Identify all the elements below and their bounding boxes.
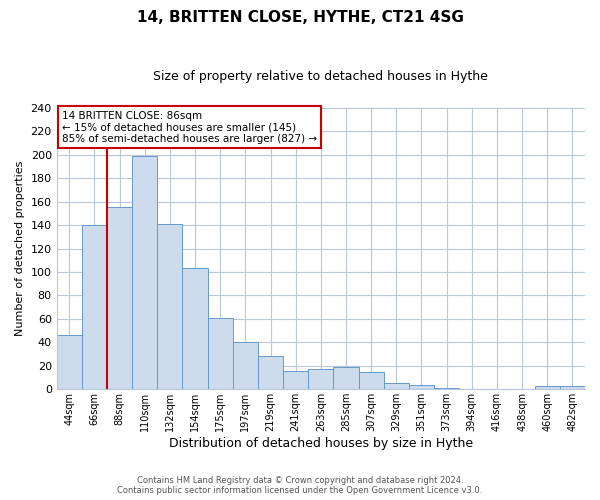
Title: Size of property relative to detached houses in Hythe: Size of property relative to detached ho…: [154, 70, 488, 83]
Bar: [258, 356, 283, 390]
Bar: [384, 384, 409, 390]
Y-axis label: Number of detached properties: Number of detached properties: [15, 161, 25, 336]
Bar: [56, 336, 82, 390]
Bar: [132, 156, 157, 390]
Bar: [359, 372, 384, 390]
Bar: [157, 224, 182, 390]
Text: 14 BRITTEN CLOSE: 86sqm
← 15% of detached houses are smaller (145)
85% of semi-d: 14 BRITTEN CLOSE: 86sqm ← 15% of detache…: [62, 110, 317, 144]
Bar: [560, 386, 585, 390]
Bar: [182, 268, 208, 390]
Bar: [434, 388, 459, 390]
Bar: [82, 225, 107, 390]
Bar: [308, 370, 334, 390]
Bar: [233, 342, 258, 390]
X-axis label: Distribution of detached houses by size in Hythe: Distribution of detached houses by size …: [169, 437, 473, 450]
Text: 14, BRITTEN CLOSE, HYTHE, CT21 4SG: 14, BRITTEN CLOSE, HYTHE, CT21 4SG: [137, 10, 463, 25]
Bar: [334, 367, 359, 390]
Text: Contains HM Land Registry data © Crown copyright and database right 2024.
Contai: Contains HM Land Registry data © Crown c…: [118, 476, 482, 495]
Bar: [107, 208, 132, 390]
Bar: [409, 384, 434, 390]
Bar: [208, 318, 233, 390]
Bar: [535, 386, 560, 390]
Bar: [283, 370, 308, 390]
